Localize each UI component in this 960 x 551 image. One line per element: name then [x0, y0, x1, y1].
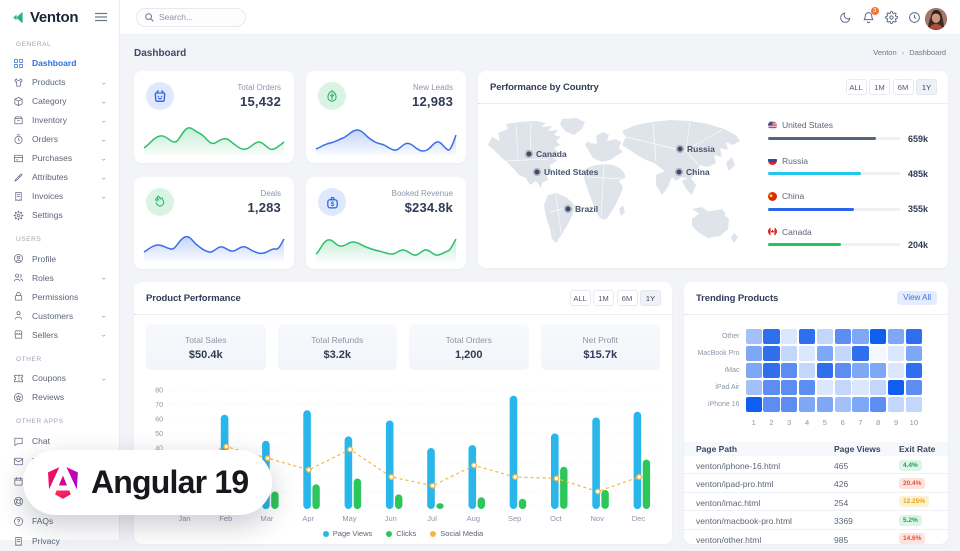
- svg-text:40: 40: [155, 446, 163, 453]
- svg-text:Jun: Jun: [385, 514, 397, 523]
- svg-text:Dec: Dec: [632, 514, 646, 523]
- svg-text:Jan: Jan: [178, 514, 190, 523]
- svg-text:May: May: [342, 514, 356, 523]
- svg-text:China: China: [686, 167, 710, 177]
- svg-text:Aug: Aug: [467, 514, 480, 523]
- svg-text:United States: United States: [544, 167, 599, 177]
- svg-text:Sep: Sep: [508, 514, 521, 523]
- svg-text:Brazil: Brazil: [575, 204, 598, 214]
- svg-text:70: 70: [155, 402, 163, 409]
- svg-text:Canada: Canada: [536, 149, 567, 159]
- svg-text:$: $: [330, 200, 334, 207]
- svg-text:Nov: Nov: [591, 514, 605, 523]
- svg-text:Russia: Russia: [687, 144, 715, 154]
- svg-text:60: 60: [155, 417, 163, 424]
- svg-text:80: 80: [155, 388, 163, 395]
- svg-text:Oct: Oct: [550, 514, 563, 523]
- svg-text:Mar: Mar: [260, 514, 273, 523]
- svg-text:Jul: Jul: [427, 514, 437, 523]
- svg-text:Feb: Feb: [219, 514, 232, 523]
- svg-text:Apr: Apr: [302, 514, 314, 523]
- svg-text:50: 50: [155, 431, 163, 438]
